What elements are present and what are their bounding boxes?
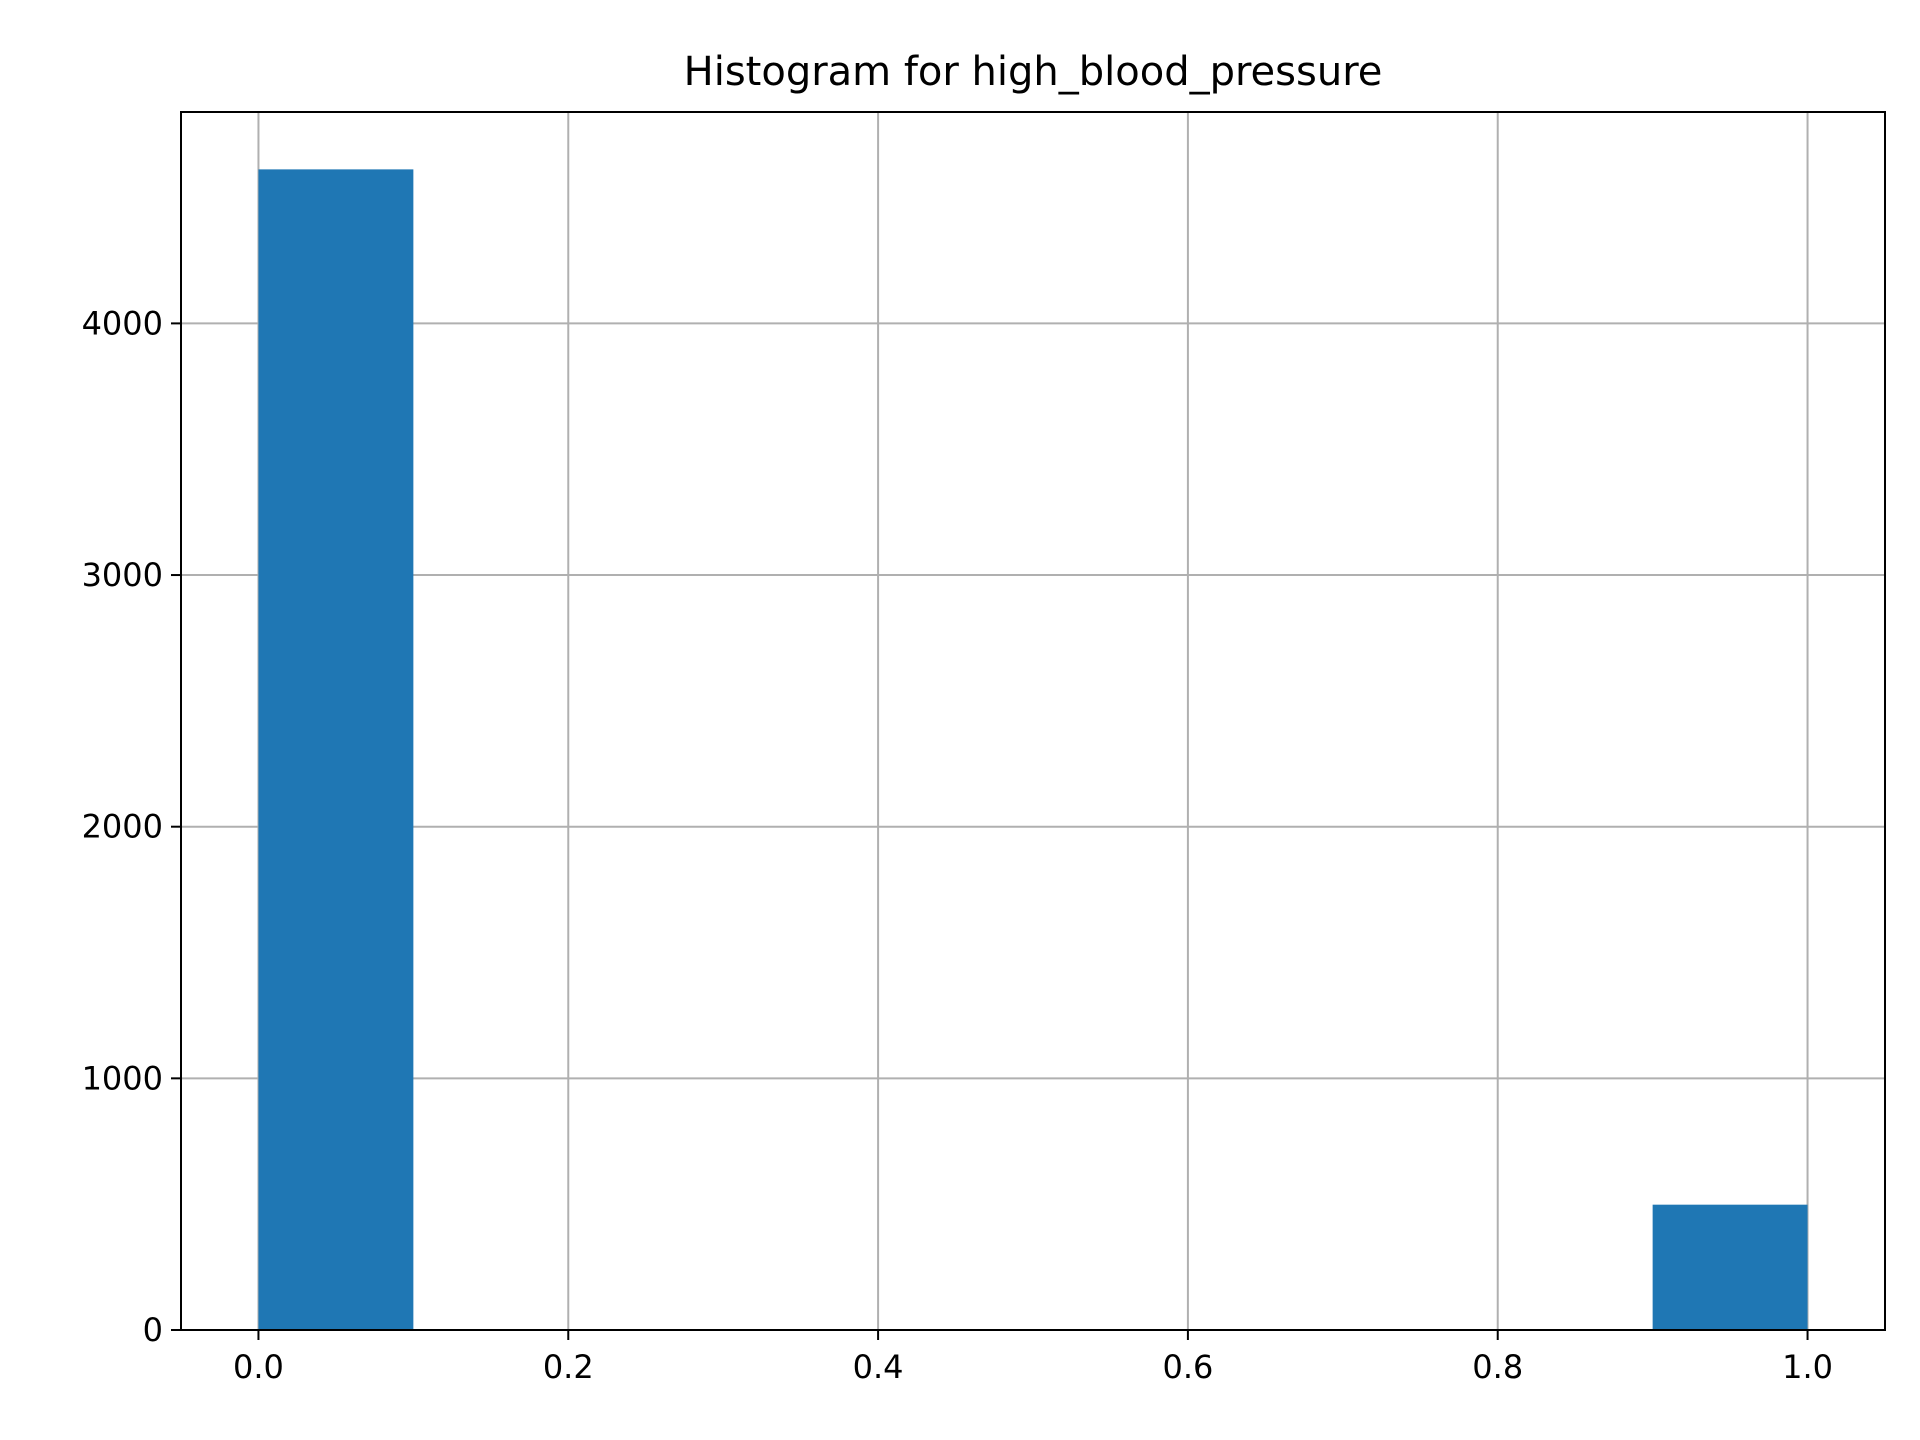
x-tick-label: 0.4 xyxy=(853,1348,904,1386)
x-tick-label: 0.2 xyxy=(543,1348,594,1386)
histogram-bars xyxy=(258,169,1808,1331)
x-tick-label: 0.6 xyxy=(1162,1348,1213,1386)
y-tick-label: 1000 xyxy=(82,1059,163,1097)
y-axis: 0 1000 2000 3000 4000 xyxy=(82,304,181,1349)
y-tick-label: 3000 xyxy=(82,556,163,594)
histogram-bar xyxy=(258,169,414,1331)
x-tick-label: 0.8 xyxy=(1472,1348,1523,1386)
histogram-bar xyxy=(1652,1204,1808,1330)
y-tick-label: 0 xyxy=(143,1311,163,1349)
x-tick-label: 0.0 xyxy=(233,1348,284,1386)
chart-title: Histogram for high_blood_pressure xyxy=(684,49,1383,95)
plot-area-frame xyxy=(180,111,1886,1331)
y-tick-label: 2000 xyxy=(82,808,163,846)
grid-lines xyxy=(181,112,1885,1331)
x-axis: 0.0 0.2 0.4 0.6 0.8 1.0 xyxy=(233,1330,1833,1386)
y-tick-label: 4000 xyxy=(82,304,163,342)
x-tick-label: 1.0 xyxy=(1782,1348,1833,1386)
